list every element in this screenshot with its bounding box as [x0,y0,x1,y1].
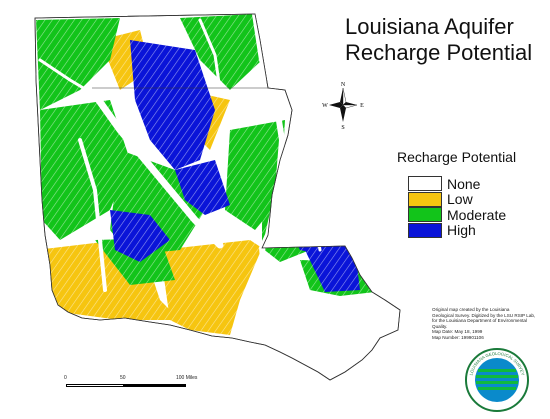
map-title-line1: Louisiana Aquifer [345,14,514,39]
credit-line6: Map Number: 199901106 [432,334,484,340]
legend-label-moderate: Moderate [447,206,507,223]
legend-item-moderate: Moderate [408,207,506,223]
scale-bar-segment [66,384,124,387]
legend-item-high: High [408,222,506,239]
compass-n: N [341,82,346,88]
legend-label-low: Low [447,191,473,208]
louisiana-geological-survey-seal-icon: LOUISIANA GEOLOGICAL SURVEY [465,348,529,412]
legend-swatch-high [408,222,442,238]
legend-swatch-low [408,191,442,207]
legend: None Low Moderate High [408,176,506,238]
legend-swatch-none [408,176,442,192]
compass-w: W [322,103,328,109]
compass-e: E [360,103,364,109]
credit-line1: Original map created by the Louisiana [432,307,510,312]
legend-item-low: Low [408,191,506,208]
legend-label-none: None [447,175,481,192]
legend-title: Recharge Potential [397,149,517,165]
compass-rose-icon: N S W E [322,82,364,130]
scale-tick-100: 100 Miles [176,375,198,381]
compass-s: S [341,125,344,130]
scale-tick-50: 50 [120,375,126,381]
credit-line4: Quality. [432,323,448,329]
credit-line5: Map Date: May 18, 1999 [432,329,483,335]
scale-tick-0: 0 [64,375,67,381]
map-credit: Original map created by the Louisiana Ge… [432,307,544,341]
legend-item-none: None [408,176,506,192]
map-title: Louisiana Aquifer Recharge Potential [345,14,532,66]
scale-bar: 0 50 100 Miles [62,375,202,396]
legend-label-high: High [447,222,476,239]
credit-line2: Geological Survey. Digitized by the LSU … [432,312,536,318]
scale-bar-line [66,384,186,387]
map-title-line2: Recharge Potential [345,40,533,65]
credit-line3: for the Louisiana Department of Environm… [432,318,527,324]
legend-swatch-moderate [408,207,442,223]
